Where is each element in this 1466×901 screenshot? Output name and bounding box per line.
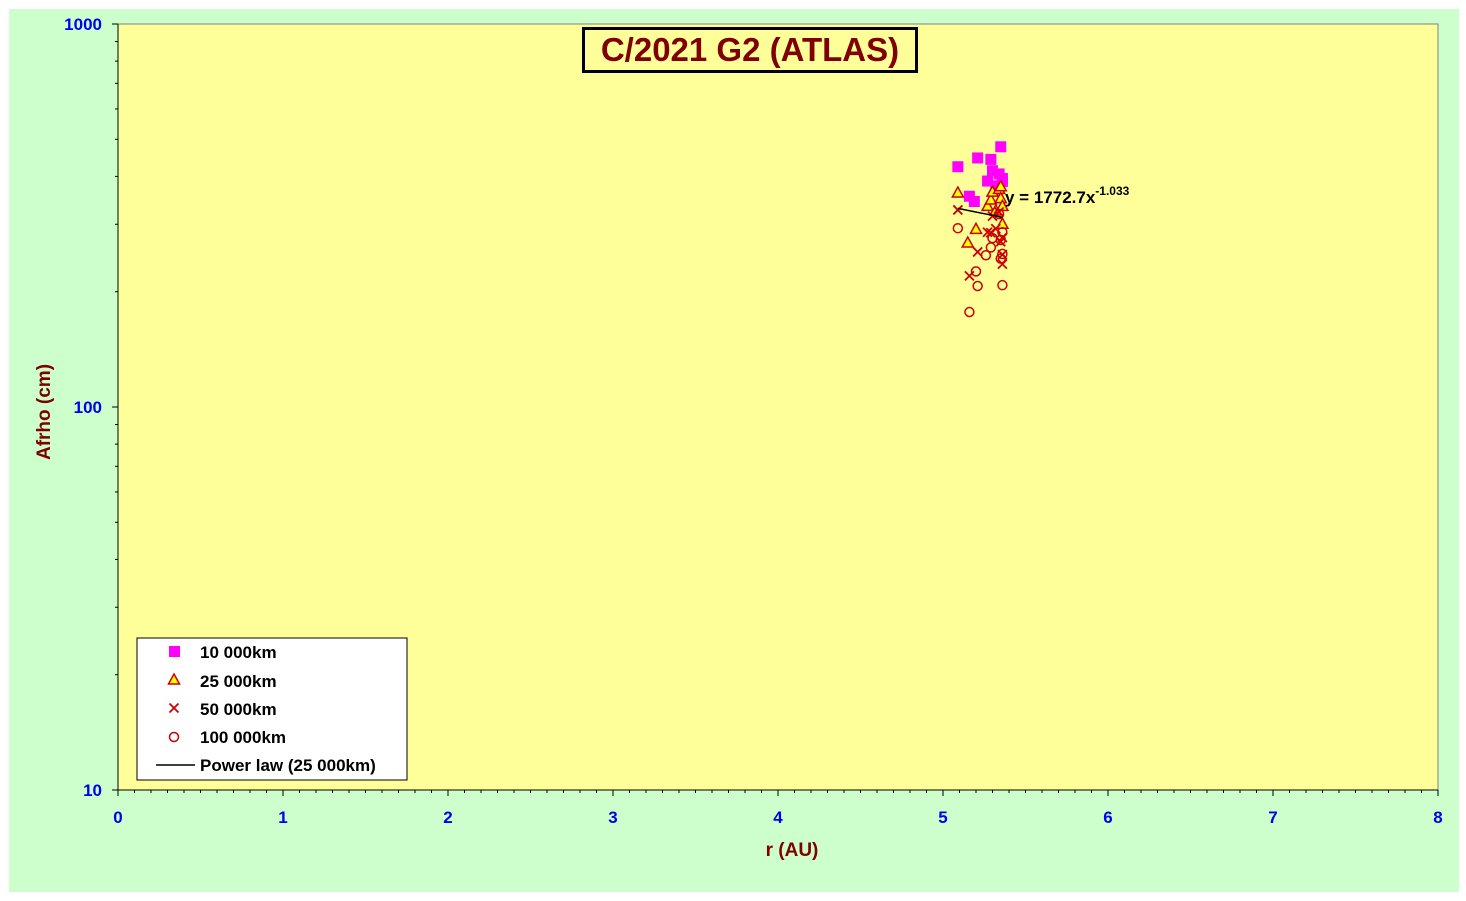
point-10000km bbox=[985, 153, 997, 165]
x-tick-label: 0 bbox=[113, 808, 122, 827]
point-10000km bbox=[952, 161, 964, 173]
point-10000km bbox=[987, 165, 998, 177]
point-25000km bbox=[969, 221, 983, 235]
x-tick-label: 6 bbox=[1103, 808, 1112, 827]
point-25000km bbox=[960, 235, 975, 248]
point-50000km bbox=[952, 204, 963, 216]
y-tick-label: 100 bbox=[74, 398, 102, 417]
legend-marker-circle bbox=[168, 731, 180, 743]
point-10000km bbox=[982, 175, 994, 187]
x-tick-label: 7 bbox=[1268, 808, 1277, 827]
point-100000km bbox=[993, 208, 1005, 220]
point-50000km bbox=[990, 223, 1001, 234]
point-100000km bbox=[997, 279, 1008, 291]
point-100000km bbox=[980, 250, 992, 261]
legend-box bbox=[136, 637, 408, 781]
y-axis-title: Afrho (cm) bbox=[34, 364, 55, 460]
legend-item-power-law: Power law (25 000km) bbox=[156, 756, 376, 775]
x-tick-label: 4 bbox=[773, 808, 783, 827]
point-100000km bbox=[952, 222, 964, 234]
point-25000km bbox=[993, 179, 1008, 192]
x-axis-title: r (AU) bbox=[766, 840, 819, 861]
power-law-trendline bbox=[957, 207, 1003, 218]
point-100000km bbox=[970, 266, 982, 277]
x-tick-label: 1 bbox=[278, 808, 287, 827]
point-100000km bbox=[995, 234, 1006, 246]
point-100000km bbox=[964, 306, 975, 318]
trendline-layer bbox=[957, 207, 1003, 218]
point-100000km bbox=[972, 280, 983, 292]
x-tick-label: 8 bbox=[1433, 808, 1442, 827]
point-10000km bbox=[968, 195, 980, 207]
data-marks bbox=[951, 141, 1010, 318]
point-25000km bbox=[980, 198, 995, 212]
legend-marker-square bbox=[169, 646, 180, 657]
legend-marker-triangle bbox=[167, 672, 181, 685]
legend-label-25000km: 25 000km bbox=[200, 672, 277, 691]
legend-label-power-law: Power law (25 000km) bbox=[200, 756, 376, 775]
legend: 10 000km 25 000km 50 000km 100 000km Pow… bbox=[136, 637, 408, 781]
point-50000km bbox=[972, 246, 983, 258]
point-25000km bbox=[984, 192, 998, 205]
legend-item-25000km: 25 000km bbox=[167, 672, 277, 691]
trendline-equation: y = 1772.7x-1.033 bbox=[1005, 184, 1130, 207]
point-50000km bbox=[993, 206, 1005, 218]
legend-label-50000km: 50 000km bbox=[200, 700, 277, 719]
point-10000km bbox=[995, 141, 1007, 153]
axes: 0 1 2 3 4 5 6 7 8 10 100 1000 bbox=[64, 15, 1443, 827]
y-tick-label: 10 bbox=[83, 781, 102, 800]
point-10000km bbox=[996, 175, 1008, 187]
x-tick-label: 2 bbox=[443, 808, 452, 827]
x-tick-label: 5 bbox=[938, 808, 947, 827]
point-50000km bbox=[987, 211, 998, 222]
point-100000km bbox=[997, 248, 1008, 260]
point-100000km bbox=[997, 226, 1008, 238]
point-50000km bbox=[982, 227, 993, 238]
y-tick-label: 1000 bbox=[64, 15, 102, 34]
legend-item-10000km: 10 000km bbox=[169, 643, 277, 662]
legend-item-100000km: 100 000km bbox=[168, 728, 286, 747]
legend-marker-x bbox=[168, 702, 180, 714]
chart-title: C/2021 G2 (ATLAS) bbox=[582, 27, 918, 73]
point-100000km bbox=[995, 253, 1006, 264]
x-tick-label: 3 bbox=[608, 808, 617, 827]
legend-label-10000km: 10 000km bbox=[200, 643, 277, 662]
point-25000km bbox=[951, 185, 965, 198]
legend-item-50000km: 50 000km bbox=[168, 700, 277, 719]
legend-label-100000km: 100 000km bbox=[200, 728, 286, 747]
point-10000km bbox=[972, 152, 984, 164]
point-50000km bbox=[997, 259, 1008, 270]
